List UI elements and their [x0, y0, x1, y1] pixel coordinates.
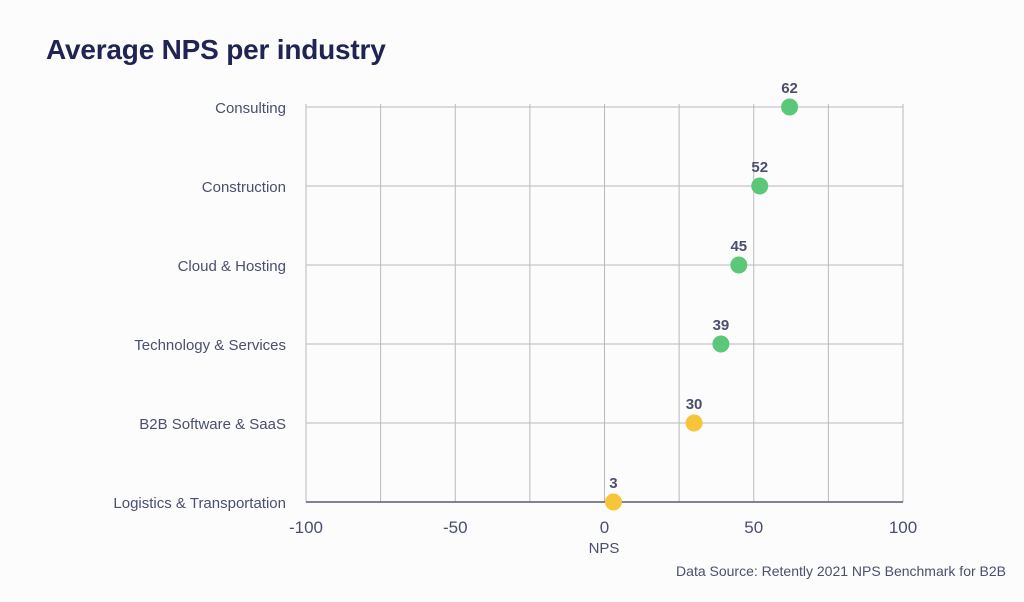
data-point-b2b-software-and-saas	[685, 414, 703, 432]
category-labels: Consulting Construction Cloud & Hosting Tec…	[113, 100, 286, 512]
data-point-consulting	[781, 98, 799, 116]
data-point-construction	[751, 177, 769, 195]
data-label-logistics-and-transportation: 3	[609, 475, 617, 492]
data-label-construction: 52	[751, 159, 768, 176]
data-label-technology-and-services: 39	[713, 317, 730, 334]
data-point-cloud-and-hosting	[730, 256, 748, 274]
category-label-consulting: Consulting	[215, 100, 286, 117]
x-tick-label: 100	[889, 518, 917, 537]
chart-title: Average NPS per industry	[46, 34, 386, 65]
grid-lines	[305, 104, 904, 502]
x-axis-title: NPS	[589, 540, 620, 557]
x-tick-label: 0	[600, 518, 609, 537]
data-label-consulting: 62	[781, 80, 798, 97]
category-label-technology-and-services: Technology & Services	[134, 337, 286, 354]
data-label-cloud-and-hosting: 45	[730, 238, 747, 255]
x-tick-label: -50	[443, 518, 468, 537]
category-label-b2b-software-and-saas: B2B Software & SaaS	[139, 416, 286, 433]
data-source-note: Data Source: Retently 2021 NPS Benchmark…	[676, 563, 1006, 579]
data-point-logistics-and-transportation	[604, 493, 622, 511]
x-axis: -100 -50 0 50 100	[289, 501, 917, 537]
category-label-construction: Construction	[202, 179, 286, 196]
data-points: 62 52 45 39 30 3	[604, 80, 799, 511]
data-label-b2b-software-and-saas: 30	[686, 396, 703, 413]
category-label-logistics-and-transportation: Logistics & Transportation	[113, 495, 286, 512]
data-point-technology-and-services	[712, 335, 730, 353]
category-label-cloud-and-hosting: Cloud & Hosting	[178, 258, 286, 275]
x-tick-label: 50	[744, 518, 763, 537]
x-tick-label: -100	[289, 518, 323, 537]
